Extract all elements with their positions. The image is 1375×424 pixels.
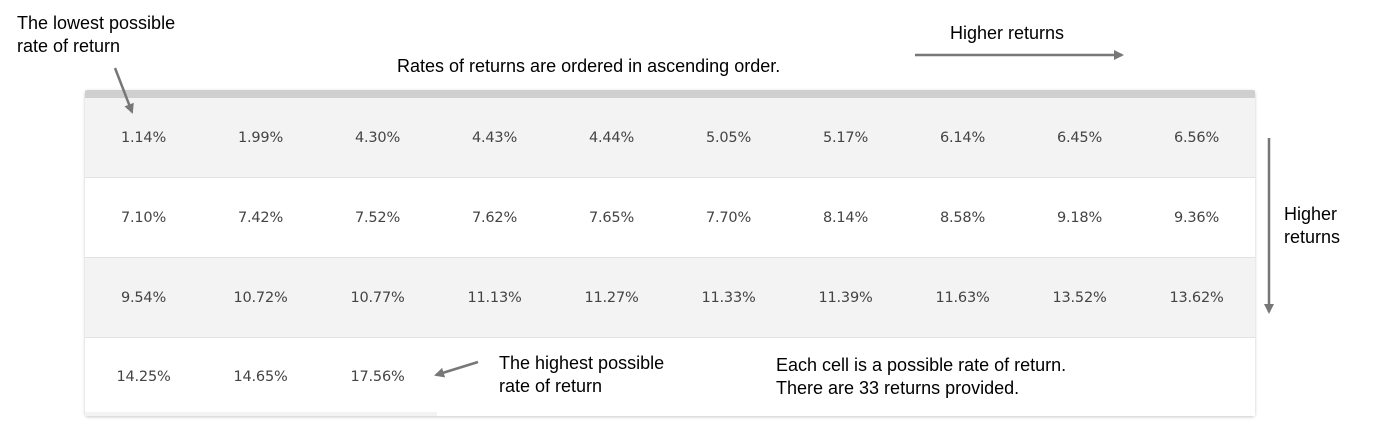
return-cell: 11.13% <box>467 289 522 306</box>
table-row-1: 1.14% 1.99% 4.30% 4.43% 4.44% 5.05% 5.17… <box>85 98 1255 178</box>
return-cell: 11.27% <box>584 289 639 306</box>
return-cell: 6.56% <box>1173 129 1220 146</box>
return-cell: 14.65% <box>233 369 288 385</box>
return-cell: 11.63% <box>935 289 990 306</box>
return-cell: 7.62% <box>471 209 518 226</box>
return-cell: 5.05% <box>705 129 752 146</box>
return-cell: 5.17% <box>822 129 869 146</box>
ordering-annotation: Rates of returns are ordered in ascendin… <box>397 56 781 76</box>
return-cell: 17.56% <box>350 369 405 385</box>
return-cell: 8.14% <box>822 209 869 226</box>
return-cell: 14.25% <box>116 369 171 385</box>
return-cell: 7.70% <box>705 209 752 226</box>
return-cell: 7.10% <box>120 209 167 226</box>
return-cell: 7.65% <box>588 209 635 226</box>
return-cell: 6.14% <box>939 129 986 146</box>
return-cell: 4.30% <box>354 129 401 146</box>
return-cell: 6.45% <box>1056 129 1103 146</box>
highest-return-annotation: The highest possible rate of return <box>499 353 665 396</box>
return-cell: 13.62% <box>1169 289 1224 306</box>
table-row-2: 7.10% 7.42% 7.52% 7.62% 7.65% 7.70% 8.14… <box>85 178 1255 258</box>
return-cell: 4.44% <box>588 129 635 146</box>
partial-row-shade <box>85 412 437 416</box>
return-cell: 10.72% <box>233 289 288 306</box>
return-cell: 9.54% <box>120 289 167 306</box>
return-cell: 1.14% <box>120 129 167 146</box>
return-cell: 9.36% <box>1173 209 1220 226</box>
return-cell: 7.52% <box>354 209 401 226</box>
table-row-4: 14.25% 14.65% 17.56% <box>85 338 1255 416</box>
return-cell: 7.42% <box>237 209 284 226</box>
cell-count-annotation: Each cell is a possible rate of return. … <box>776 355 1067 398</box>
higher-returns-horizontal-annotation: Higher returns <box>950 23 1065 43</box>
return-cell: 11.39% <box>818 289 873 306</box>
return-cell: 11.33% <box>701 289 756 306</box>
return-cell: 4.43% <box>471 129 518 146</box>
table-header-bar <box>85 90 1255 98</box>
return-cell: 13.52% <box>1052 289 1107 306</box>
return-cell: 8.58% <box>939 209 986 226</box>
lowest-return-annotation: The lowest possible rate of return <box>17 13 176 56</box>
return-cell: 9.18% <box>1056 209 1103 226</box>
highest-pointer-arrow <box>434 360 479 378</box>
return-cell: 1.99% <box>237 129 284 146</box>
lowest-pointer-arrow <box>113 67 134 114</box>
higher-returns-vertical-annotation: Higher returns <box>1284 204 1341 247</box>
table-row-3: 9.54% 10.72% 10.77% 11.13% 11.27% 11.33%… <box>85 258 1255 338</box>
return-cell: 10.77% <box>350 289 405 306</box>
